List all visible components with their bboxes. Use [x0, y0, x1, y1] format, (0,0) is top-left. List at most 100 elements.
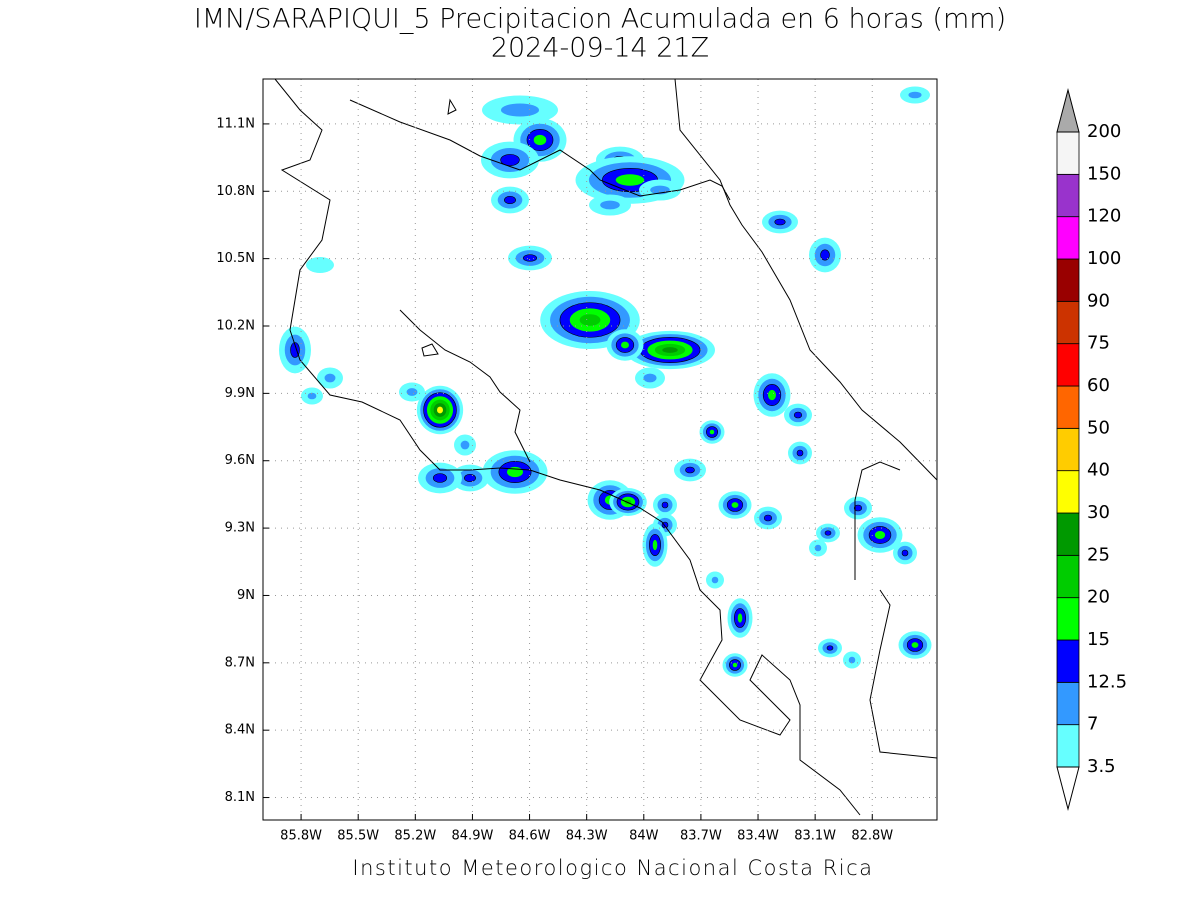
pacific-coast: [274, 79, 861, 816]
y-tick-label: 9.3N: [225, 521, 255, 536]
colorbar-label: 100: [1087, 248, 1121, 269]
rain-cell: [307, 392, 317, 400]
colorbar-label: 200: [1087, 121, 1121, 142]
rain-cell: [793, 411, 803, 419]
rain-cell: [432, 473, 448, 483]
rain-cell: [579, 314, 601, 326]
rain-cell: [533, 134, 547, 146]
colorbar-label: 40: [1087, 460, 1110, 481]
y-tick-label: 9.6N: [225, 453, 255, 468]
rain-cell: [824, 530, 832, 536]
rain-cell: [324, 373, 336, 383]
x-tick-label: 84W: [629, 829, 659, 844]
colorbar-segment: [1056, 173, 1080, 218]
rain-cell: [732, 662, 738, 668]
y-tick-label: 9.9N: [225, 386, 255, 401]
y-tick-label: 8.1N: [225, 790, 255, 805]
rain-cell: [711, 576, 719, 584]
rain-cell: [500, 103, 540, 117]
colorbar-segment: [1056, 724, 1080, 768]
colorbar-label: 20: [1087, 587, 1110, 608]
rain-cell: [504, 195, 516, 205]
rain-cell: [460, 440, 470, 450]
rain-cell: [737, 613, 743, 623]
x-tick-label: 85.8W: [280, 829, 322, 844]
colorbar-segment: [1056, 343, 1080, 387]
rain-cell: [911, 642, 919, 648]
y-tick-label: 11.1N: [216, 116, 255, 131]
caribbean-coast: [674, 79, 937, 481]
colorbar-segment: [1056, 258, 1080, 302]
colorbar-label: 7: [1087, 714, 1098, 735]
colorbar-label: 25: [1087, 544, 1110, 565]
rain-cell: [826, 645, 834, 651]
colorbar-segment: [1056, 597, 1080, 641]
rain-cell: [901, 549, 909, 557]
x-tick-label: 84.6W: [509, 829, 551, 844]
rain-cell: [652, 539, 658, 551]
colorbar-label: 90: [1087, 290, 1110, 311]
x-tick-label: 84.9W: [452, 829, 494, 844]
rain-cell: [600, 200, 620, 210]
colorbar-segment: [1056, 131, 1080, 175]
colorbar-segment: [1056, 385, 1080, 429]
colorbar-label: 3.5: [1087, 756, 1116, 777]
rain-cell: [464, 473, 476, 483]
rain-cell: [731, 502, 739, 508]
rain-cell: [306, 257, 334, 273]
rain-cell: [406, 388, 418, 396]
colorbar-label: 120: [1087, 206, 1121, 227]
colorbar-over: [1056, 88, 1080, 133]
colorbar-segment: [1056, 216, 1080, 260]
y-tick-label: 10.2N: [216, 319, 255, 334]
rain-cell: [853, 504, 863, 512]
panama-border: [854, 461, 937, 759]
colorbar-label: 50: [1087, 417, 1110, 438]
x-tick-label: 83.4W: [737, 829, 779, 844]
x-tick-label: 85.2W: [394, 829, 436, 844]
rain-cell: [500, 154, 520, 166]
lake: [421, 98, 457, 357]
y-tick-label: 10.5N: [216, 251, 255, 266]
footer: Instituto Meteorologico Nacional Costa R…: [352, 856, 873, 880]
rain-cell: [661, 501, 669, 509]
rain-cell: [848, 656, 856, 664]
y-tick-label: 9N: [237, 588, 255, 603]
coastlines: [274, 79, 937, 816]
rain-cell: [522, 254, 538, 262]
map-frame: [262, 78, 938, 821]
nicoya-gulf: [399, 309, 531, 463]
rain-cell: [768, 389, 776, 401]
colorbar-label: 60: [1087, 375, 1110, 396]
rain-cell: [709, 429, 715, 435]
rain-cell: [621, 341, 629, 349]
x-tick-label: 83.1W: [794, 829, 836, 844]
y-tick-label: 8.7N: [225, 655, 255, 670]
rain-cell: [814, 544, 822, 552]
rain-cell: [290, 342, 300, 358]
colorbar-segment: [1056, 554, 1080, 599]
colorbar-label: 15: [1087, 629, 1110, 650]
colorbar-label: 30: [1087, 502, 1110, 523]
y-tick-label: 10.8N: [216, 184, 255, 199]
x-tick-label: 82.8W: [851, 829, 893, 844]
colorbar-segment: [1056, 300, 1080, 345]
colorbar-label: 12.5: [1087, 671, 1127, 692]
rain-cell: [643, 373, 657, 383]
rain-cell: [763, 514, 773, 522]
x-tick-label: 83.7W: [680, 829, 722, 844]
precipitation: [279, 86, 932, 677]
colorbar-label: 150: [1087, 163, 1121, 184]
rain-cell: [796, 449, 804, 457]
nicaragua-border: [349, 99, 731, 201]
x-tick-label: 84.3W: [566, 829, 608, 844]
colorbar-segment: [1056, 512, 1080, 556]
title: IMN/SARAPIQUI_5 Precipitacion Acumulada …: [194, 4, 1006, 35]
rain-cell: [820, 249, 830, 261]
rain-cell: [662, 347, 678, 353]
colorbar-segment: [1056, 470, 1080, 514]
colorbar-label: 75: [1087, 333, 1110, 354]
rain-cell: [774, 218, 786, 226]
rain-cell: [437, 406, 443, 414]
